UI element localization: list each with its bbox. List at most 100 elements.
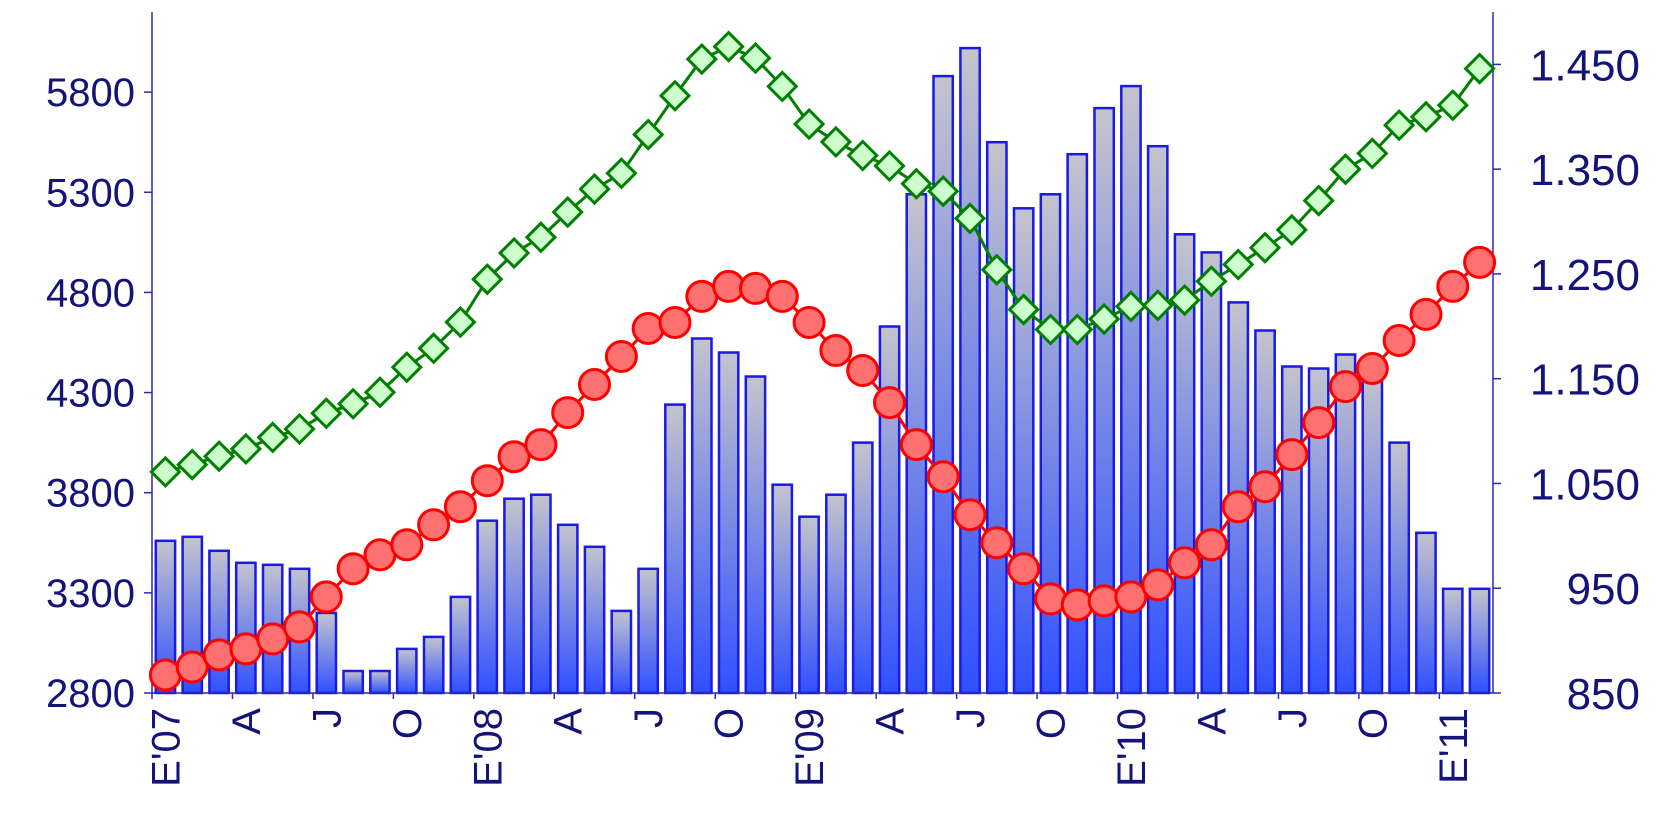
bar: [369, 669, 391, 695]
bar: [529, 493, 552, 695]
green-point: [1329, 153, 1362, 186]
green-point: [202, 440, 236, 473]
red-point: [497, 440, 531, 474]
bar: [985, 140, 1008, 695]
green-point: [846, 139, 879, 172]
green-point: [310, 397, 343, 430]
red-point: [1221, 490, 1255, 524]
bar: [664, 403, 686, 695]
red-point: [1329, 370, 1362, 404]
red-point: [1087, 584, 1121, 618]
left-tick-label: 4800: [46, 271, 135, 315]
red-point: [1034, 582, 1067, 616]
x-tick-label: A: [1190, 708, 1234, 735]
green-point: [390, 351, 423, 384]
right-tick-label: 1.450: [1530, 41, 1640, 90]
red-point: [1355, 352, 1389, 385]
bar: [717, 351, 740, 695]
green-point: [819, 125, 853, 159]
green-point: [766, 70, 799, 103]
green-point: [176, 448, 209, 481]
right-tick-label: 1.250: [1530, 251, 1640, 300]
green-point: [1141, 289, 1174, 322]
x-tick-label: A: [225, 708, 269, 735]
green-point: [471, 263, 504, 296]
bar: [690, 337, 713, 695]
green-point: [1061, 313, 1094, 346]
green-point: [632, 118, 665, 151]
left-tick-label: 2800: [46, 672, 135, 716]
right-tick-label: 1.050: [1530, 460, 1640, 509]
green-point: [1222, 248, 1255, 281]
red-point: [1141, 568, 1175, 602]
bar: [342, 669, 365, 695]
bar: [1468, 587, 1491, 695]
green-point: [1248, 231, 1282, 264]
green-point: [927, 175, 960, 208]
x-tick-label: J: [305, 708, 349, 728]
bar: [610, 609, 633, 695]
green-point: [256, 421, 289, 454]
red-point: [1436, 269, 1470, 303]
bar: [851, 441, 874, 695]
green-point: [229, 432, 263, 466]
axes: [151, 12, 1494, 694]
bar: [744, 375, 767, 695]
x-axis-ticks: E'07 A J O E'08 A J O E'09 A J O E'10 A J O E'11: [144, 693, 1476, 787]
right-tick-label: 950: [1567, 565, 1640, 614]
x-tick-label: E'07: [144, 708, 188, 787]
bar: [959, 46, 981, 695]
red-point: [1168, 546, 1202, 580]
red-point: [309, 580, 343, 614]
red-point: [390, 528, 424, 562]
bar: [503, 497, 525, 695]
x-tick-label: A: [547, 708, 591, 735]
red-point: [1114, 580, 1148, 614]
left-axis-ticks: 2800 3300 3800 4300 4800 5300 5800: [46, 71, 152, 716]
bar: [476, 519, 499, 695]
red-point: [470, 464, 504, 498]
red-point: [1060, 588, 1094, 622]
green-point: [685, 42, 718, 76]
x-tick-label: E'11: [1432, 708, 1476, 784]
red-point: [792, 306, 826, 339]
green-point: [873, 149, 906, 183]
x-tick-label: O: [708, 708, 752, 739]
green-point: [1087, 302, 1121, 336]
bar: [395, 647, 418, 695]
bar: [1361, 371, 1384, 695]
red-point: [1007, 552, 1041, 586]
red-point: [256, 622, 290, 656]
red-point: [873, 386, 906, 420]
bar: [1254, 329, 1276, 695]
red-point: [1409, 297, 1443, 331]
green-point: [149, 455, 182, 489]
red-point: [443, 490, 477, 524]
bar: [315, 611, 338, 695]
bar: [234, 561, 257, 695]
x-tick-label: E'09: [788, 708, 832, 787]
bar: [878, 325, 901, 695]
bar: [798, 515, 820, 695]
green-point: [1114, 290, 1148, 323]
red-point: [202, 638, 236, 672]
bar: [1441, 587, 1464, 695]
right-tick-label: 850: [1567, 670, 1640, 719]
green-point: [1409, 100, 1443, 133]
x-tick-label: O: [1029, 708, 1073, 739]
green-point: [1463, 52, 1496, 85]
green-point: [658, 79, 692, 112]
bar: [1200, 251, 1223, 695]
red-point: [1194, 528, 1228, 562]
x-tick-label: O: [1351, 708, 1395, 739]
bar: [1334, 353, 1357, 695]
green-point: [1034, 313, 1067, 346]
green-point: [578, 172, 611, 206]
green-diamond-series: [149, 30, 1496, 489]
green-point: [1275, 213, 1308, 247]
bar: [449, 595, 472, 695]
green-point: [336, 387, 370, 420]
green-point: [1436, 89, 1469, 122]
green-point: [739, 41, 772, 75]
